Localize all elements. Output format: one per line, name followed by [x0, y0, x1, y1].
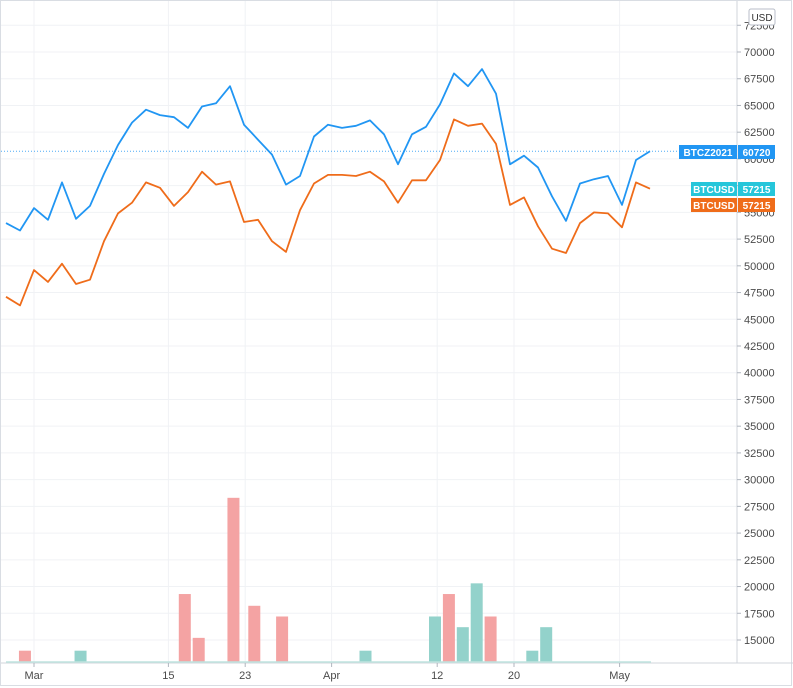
volume-bar — [18, 650, 31, 662]
price-badge-value-bg — [738, 182, 775, 196]
price-badge-label-bg — [679, 145, 737, 159]
volume-bar — [429, 616, 441, 662]
y-tick-label: 45000 — [744, 314, 775, 326]
y-tick-label: 47500 — [744, 288, 775, 300]
y-tick-label: 17500 — [744, 608, 775, 620]
price-badge-label-bg — [691, 198, 737, 212]
volume-bar — [470, 583, 483, 662]
volume-bar — [540, 627, 553, 662]
y-tick-label: 20000 — [744, 582, 775, 594]
volume-bar — [359, 650, 372, 662]
volume-bar — [456, 627, 469, 662]
series-lines — [5, 68, 651, 307]
series-line-btcusd[interactable] — [5, 118, 651, 307]
volume-bar — [227, 497, 240, 662]
price-badge: BTCZ2021 60720 — [679, 145, 775, 159]
x-tick-label: Apr — [323, 670, 340, 682]
x-tick-label: 23 — [239, 670, 251, 682]
price-badge-label: BTCUSD — [693, 185, 735, 196]
volume-bar — [484, 616, 497, 662]
y-tick-label: 32500 — [744, 448, 775, 460]
price-badge-label-bg — [691, 182, 737, 196]
price-badge-value: 57215 — [743, 201, 771, 212]
price-badge-value: 57215 — [743, 185, 771, 196]
price-axis[interactable]: 15000 17500 20000 22500 25000 27500 30000 32500… — [737, 20, 775, 647]
volume-bar — [178, 594, 191, 662]
y-tick-label: 15000 — [744, 635, 775, 647]
grid — [1, 1, 737, 663]
x-tick-label: 12 — [431, 670, 443, 682]
price-badge-value-bg — [738, 198, 775, 212]
volume-bar — [192, 637, 205, 662]
y-tick-label: 52500 — [744, 234, 775, 246]
y-tick-label: 37500 — [744, 394, 775, 406]
y-tick-label: 42500 — [744, 341, 775, 353]
currency-label-text: USD — [751, 13, 772, 24]
x-tick-label: 15 — [162, 670, 174, 682]
volume-bars — [6, 497, 651, 663]
y-tick-label: 67500 — [744, 74, 775, 86]
y-tick-label: 27500 — [744, 501, 775, 513]
y-tick-label: 35000 — [744, 421, 775, 433]
x-tick-label: May — [609, 670, 630, 682]
time-axis[interactable]: Mar 15 23 Apr 12 20 May — [25, 663, 631, 682]
price-badge-label: BTCUSD — [693, 201, 735, 212]
y-tick-label: 70000 — [744, 47, 775, 59]
volume-bar — [248, 605, 261, 662]
currency-label-box[interactable] — [748, 8, 776, 26]
volume-bar — [442, 594, 455, 662]
volume-bar — [526, 650, 539, 662]
x-tick-label: Mar — [25, 670, 44, 682]
y-tick-label: 22500 — [744, 555, 775, 567]
price-badge-value-bg — [738, 145, 775, 159]
price-badge-label: BTCZ2021 — [684, 148, 733, 159]
volume-bar — [276, 616, 289, 662]
price-badge: BTCUSD 57215 — [691, 198, 775, 212]
y-tick-label: 40000 — [744, 368, 775, 380]
volume-bar — [74, 650, 87, 662]
series-line-btcz2021[interactable] — [5, 68, 651, 232]
currency-label[interactable]: USD — [748, 8, 776, 26]
price-badge-value: 60720 — [743, 148, 771, 159]
x-tick-label: 20 — [508, 670, 520, 682]
y-tick-label: 50000 — [744, 261, 775, 273]
y-tick-label: 65000 — [744, 100, 775, 112]
price-badges: BTCZ2021 60720 BTCUSD 57215 BTCUSD 57215 — [679, 145, 775, 212]
price-badge: BTCUSD 57215 — [691, 182, 775, 196]
y-tick-label: 62500 — [744, 127, 775, 139]
y-tick-label: 30000 — [744, 475, 775, 487]
y-tick-label: 25000 — [744, 528, 775, 540]
